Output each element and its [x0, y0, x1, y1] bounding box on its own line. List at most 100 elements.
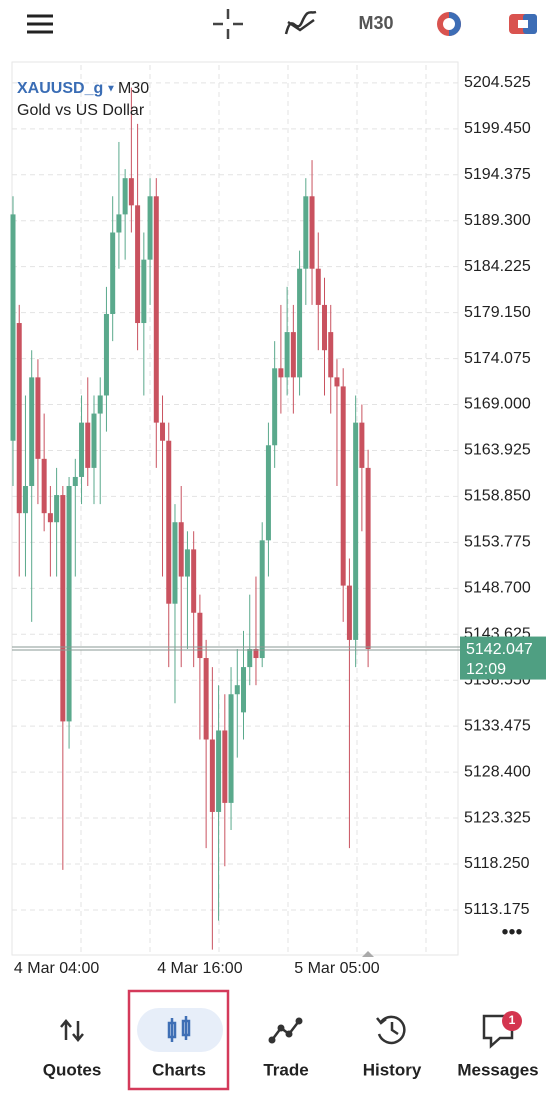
candle-body — [16, 323, 22, 514]
candle-body — [54, 495, 60, 523]
candle-body — [278, 368, 284, 378]
selection-highlight — [127, 989, 230, 1091]
trade-icon — [268, 1017, 303, 1044]
candle-body — [72, 476, 78, 487]
candle-body — [135, 205, 141, 324]
candle-body — [41, 458, 47, 514]
symbol-description: Gold vs US Dollar — [17, 102, 145, 119]
candle-body — [147, 196, 153, 260]
charts-icon — [167, 1016, 191, 1042]
y-tick-label: 5199.450 — [464, 120, 531, 137]
candle-body — [141, 259, 147, 324]
candle-body — [365, 467, 371, 649]
plot-area — [11, 61, 459, 956]
candle-body — [346, 585, 352, 640]
y-tick-label: 5174.075 — [464, 350, 531, 367]
y-tick-label: 5148.700 — [464, 580, 531, 597]
y-tick-label: 5158.850 — [464, 488, 531, 505]
candle-body — [110, 232, 116, 314]
x-tick-label: 4 Mar 04:00 — [14, 960, 99, 977]
candle-body — [340, 386, 346, 586]
candle-body — [160, 422, 166, 441]
candle-body — [85, 422, 91, 468]
trade-button[interactable] — [509, 14, 537, 34]
candle-body — [297, 268, 303, 378]
chart-timeframe: M30 — [118, 80, 149, 97]
badge-count: 1 — [509, 1013, 516, 1027]
current-price-label: 5142.047 — [466, 641, 533, 658]
candle-body — [66, 486, 72, 722]
candle-body — [97, 395, 103, 414]
symbol[interactable]: XAUUSD_g — [17, 80, 103, 97]
symbol-dropdown[interactable]: ▼ — [106, 84, 116, 95]
y-tick-label: 5204.525 — [464, 74, 531, 91]
candle-body — [47, 513, 53, 523]
candle-body — [35, 377, 41, 459]
y-tick-label: 5179.150 — [464, 304, 531, 321]
candle-body — [184, 549, 190, 577]
selected-tab-pill — [137, 1008, 223, 1052]
countdown-timer: 12:09 — [466, 661, 506, 678]
chart — [10, 61, 459, 956]
nav-tab[interactable]: Messages — [457, 1060, 538, 1079]
candle-body — [29, 377, 35, 487]
x-tick-label: 5 Mar 05:00 — [294, 960, 379, 977]
more-button[interactable]: ••• — [501, 921, 522, 943]
candle-body — [228, 694, 234, 803]
candle-body — [359, 422, 365, 468]
candle-body — [322, 304, 327, 351]
crosshair-button[interactable] — [213, 9, 243, 39]
candle-body — [191, 549, 197, 613]
current-price-box — [460, 636, 546, 680]
candle-body — [166, 440, 172, 604]
bottom-nav — [0, 985, 556, 1098]
candle-body — [315, 268, 321, 305]
candle-body — [259, 540, 265, 659]
y-tick-label: 5189.300 — [464, 212, 531, 229]
candle-body — [10, 214, 16, 441]
y-tick-label: 5153.775 — [464, 534, 531, 551]
candle-body — [290, 332, 296, 378]
nav-tab[interactable]: History — [363, 1060, 422, 1079]
candle-body — [222, 730, 228, 803]
candle-body — [234, 685, 240, 695]
candle-body — [153, 196, 159, 423]
candle-body — [284, 332, 290, 378]
candle-body — [122, 178, 128, 215]
nav-tab[interactable]: Charts — [152, 1060, 206, 1079]
candle-body — [197, 612, 203, 659]
candle-body — [272, 368, 278, 446]
candle-body — [103, 313, 109, 396]
candle-body — [247, 648, 253, 668]
candle-body — [353, 422, 359, 640]
messages-icon — [482, 1011, 522, 1049]
candle-body — [334, 377, 340, 387]
history-icon — [376, 1015, 406, 1045]
candle-body — [209, 739, 215, 812]
candle-body — [22, 486, 28, 514]
menu-button[interactable] — [27, 14, 53, 34]
y-tick-label: 5128.400 — [464, 763, 531, 780]
timeframe-button[interactable]: M30 — [358, 13, 393, 33]
candle-body — [328, 332, 334, 378]
candle-body — [128, 178, 134, 206]
candle-body — [91, 413, 97, 468]
scroll-marker — [362, 951, 374, 957]
y-tick-label: 5169.000 — [464, 396, 531, 413]
candle-body — [241, 667, 247, 713]
color-theme-button[interactable] — [437, 12, 461, 36]
candle-body — [253, 648, 259, 659]
candle-body — [203, 658, 209, 740]
candle-body — [172, 522, 178, 604]
candle-body — [303, 196, 309, 269]
candle-body — [79, 422, 85, 477]
candle-body — [178, 522, 184, 577]
candle-body — [309, 196, 315, 269]
nav-tab[interactable]: Quotes — [43, 1060, 102, 1079]
indicators-button[interactable] — [284, 10, 317, 35]
candle-body — [216, 730, 222, 812]
nav-tab[interactable]: Trade — [263, 1060, 308, 1079]
x-tick-label: 4 Mar 16:00 — [157, 960, 242, 977]
y-tick-label: 5133.475 — [464, 717, 531, 734]
y-tick-label: 5194.375 — [464, 166, 531, 183]
